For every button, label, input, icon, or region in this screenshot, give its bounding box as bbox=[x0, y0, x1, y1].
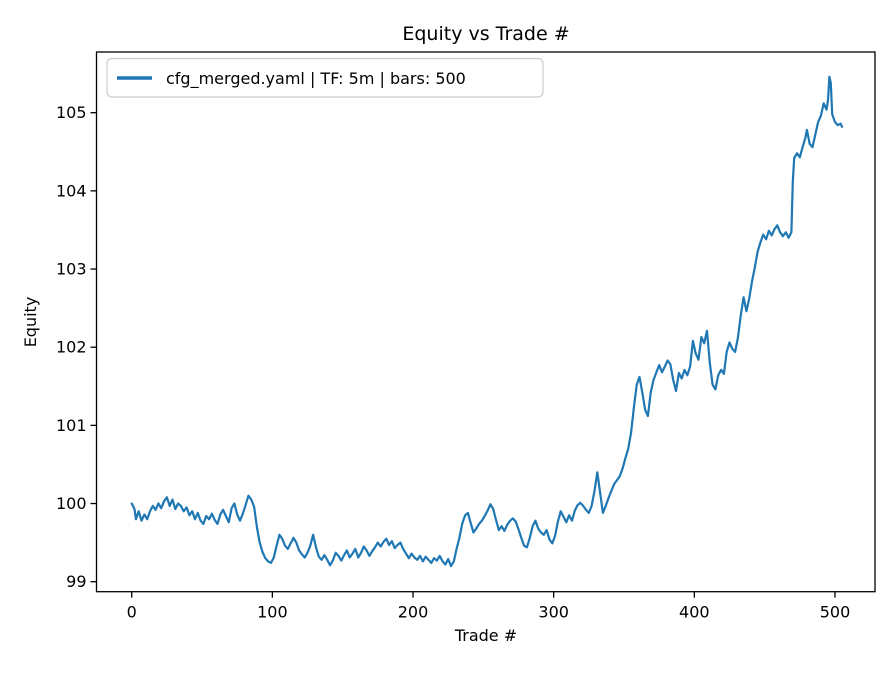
y-axis-ticks: 99 100 101 102 103 104 105 bbox=[56, 103, 97, 591]
x-tick-label: 500 bbox=[820, 603, 851, 622]
y-tick-label: 99 bbox=[66, 572, 86, 591]
axes-spines bbox=[95, 51, 876, 593]
legend: cfg_merged.yaml | TF: 5m | bars: 500 bbox=[106, 57, 544, 98]
x-tick-label: 300 bbox=[538, 603, 569, 622]
legend-label: cfg_merged.yaml | TF: 5m | bars: 500 bbox=[166, 69, 466, 89]
x-tick-label: 400 bbox=[679, 603, 710, 622]
x-axis-ticks: 0 100 200 300 400 500 bbox=[127, 591, 851, 622]
x-tick-label: 100 bbox=[257, 603, 288, 622]
y-axis-label: Equity bbox=[21, 297, 40, 348]
y-tick-label: 100 bbox=[56, 494, 87, 513]
y-tick-label: 102 bbox=[56, 338, 87, 357]
y-tick-label: 103 bbox=[56, 260, 87, 279]
chart-title: Equity vs Trade # bbox=[402, 23, 569, 45]
x-tick-label: 0 bbox=[127, 603, 137, 622]
x-tick-label: 200 bbox=[398, 603, 429, 622]
y-tick-label: 101 bbox=[56, 416, 87, 435]
legend-box bbox=[106, 57, 544, 98]
y-tick-label: 105 bbox=[56, 103, 87, 122]
x-axis-label: Trade # bbox=[454, 626, 517, 645]
equity-line-series bbox=[130, 75, 844, 568]
y-tick-label: 104 bbox=[56, 181, 87, 200]
